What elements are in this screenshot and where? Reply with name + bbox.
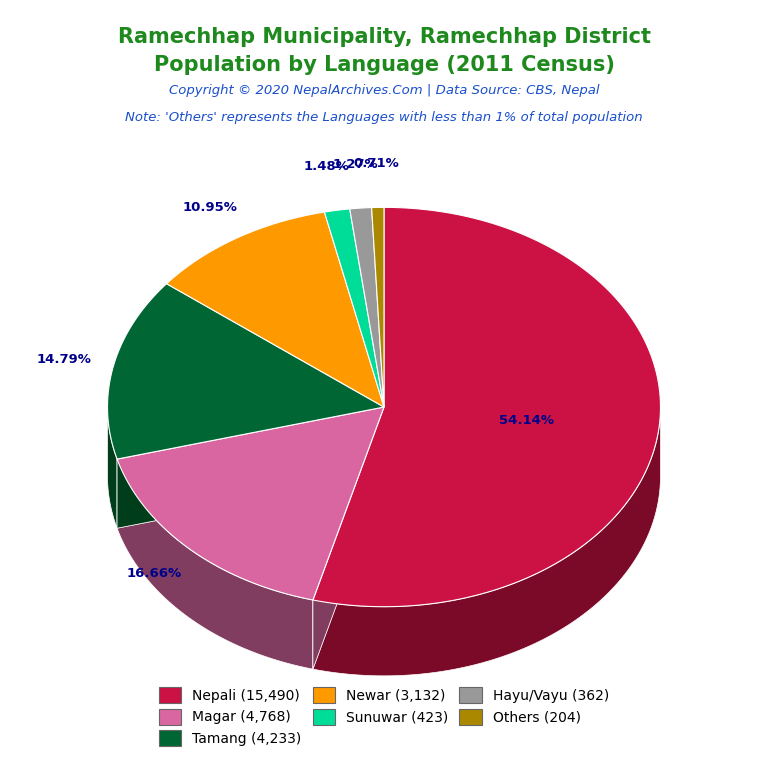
Polygon shape	[313, 407, 384, 669]
Polygon shape	[167, 212, 384, 407]
Polygon shape	[117, 407, 384, 528]
Polygon shape	[313, 407, 384, 669]
Polygon shape	[108, 408, 117, 528]
Polygon shape	[349, 207, 384, 407]
Legend: Nepali (15,490), Magar (4,768), Tamang (4,233), Newar (3,132), Sunuwar (423), Ha: Nepali (15,490), Magar (4,768), Tamang (…	[152, 680, 616, 753]
Text: 0.71%: 0.71%	[353, 157, 399, 170]
Polygon shape	[117, 407, 384, 600]
Text: 10.95%: 10.95%	[183, 201, 238, 214]
Text: Copyright © 2020 NepalArchives.Com | Data Source: CBS, Nepal: Copyright © 2020 NepalArchives.Com | Dat…	[169, 84, 599, 98]
Text: Note: 'Others' represents the Languages with less than 1% of total population: Note: 'Others' represents the Languages …	[125, 111, 643, 124]
Polygon shape	[108, 283, 384, 459]
Polygon shape	[117, 459, 313, 669]
Polygon shape	[372, 207, 384, 407]
Text: Population by Language (2011 Census): Population by Language (2011 Census)	[154, 55, 614, 75]
Text: 14.79%: 14.79%	[37, 353, 91, 366]
Text: Ramechhap Municipality, Ramechhap District: Ramechhap Municipality, Ramechhap Distri…	[118, 27, 650, 47]
Polygon shape	[313, 207, 660, 607]
Text: 16.66%: 16.66%	[126, 568, 181, 581]
Text: 1.48%: 1.48%	[304, 161, 349, 174]
Polygon shape	[324, 209, 384, 407]
Polygon shape	[117, 407, 384, 528]
Text: 1.27%: 1.27%	[333, 157, 379, 170]
Polygon shape	[313, 407, 660, 676]
Text: 54.14%: 54.14%	[499, 414, 554, 427]
